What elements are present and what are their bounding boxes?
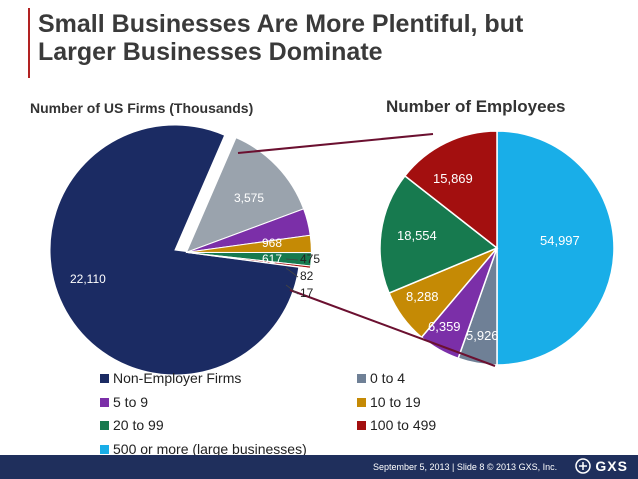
connector-bottom xyxy=(289,289,496,367)
employees-chart-title: Number of Employees xyxy=(386,97,566,116)
firms-slice-500-or-more-large-businesses xyxy=(186,251,311,270)
connector-top xyxy=(237,133,434,154)
gxs-logo: GXS xyxy=(575,458,628,474)
firms-label-0-to-4: 3,575 xyxy=(234,191,264,205)
page-title: Small Businesses Are More Plentiful, but… xyxy=(38,10,523,66)
firms-label-100-to-499: 82 xyxy=(300,269,314,283)
employees-slice-100-to-499 xyxy=(403,130,498,250)
firms-leader-line-2 xyxy=(285,284,299,295)
zoom-connectors xyxy=(237,133,496,367)
employees-label-100-to-499: 15,869 xyxy=(433,171,473,186)
firms-slice-0-to-4 xyxy=(185,137,305,254)
employees-slice-20-to-99 xyxy=(379,174,499,295)
firms-pie xyxy=(49,124,312,376)
employees-slice-500-or-more-large-businesses xyxy=(496,130,615,366)
firms-chart-title: Number of US Firms (Thousands) xyxy=(30,100,254,116)
firms-label-non-employer-firms: 22,110 xyxy=(70,272,106,286)
accent-bar xyxy=(28,8,30,78)
firms-label-20-to-99: 475 xyxy=(300,252,320,266)
employees-pie xyxy=(379,130,615,366)
footer-bar: September 5, 2013 | Slide 8 © 2013 GXS, … xyxy=(0,455,638,479)
pie-labels: 22,110 3,575 968 617 475 82 17 5,926 6,359 8,288 1… xyxy=(70,171,580,343)
gxs-brand-text: GXS xyxy=(595,458,628,474)
footer-date: September 5, 2013 | Slide 8 © 2013 GXS, … xyxy=(373,462,558,472)
firms-leader-line-0 xyxy=(285,258,299,261)
employees-label-0-to-4: 5,926 xyxy=(466,328,499,343)
firms-slice-non-employer-firms xyxy=(49,124,300,376)
employees-label-5-to-9: 6,359 xyxy=(428,319,461,334)
title-line-2: Larger Businesses Dominate xyxy=(38,38,383,66)
title-line-1: Small Businesses Are More Plentiful, but xyxy=(38,10,524,38)
employees-label-500-or-more-large-businesses: 54,997 xyxy=(540,233,580,248)
employees-label-10-to-19: 8,288 xyxy=(406,289,439,304)
employees-label-20-to-99: 18,554 xyxy=(397,228,437,243)
firms-label-5-to-9: 968 xyxy=(262,236,282,250)
firms-label-500-or-more-large-businesses: 17 xyxy=(300,286,314,300)
firms-leader-line-1 xyxy=(285,267,299,278)
firms-label-10-to-19: 617 xyxy=(262,252,282,266)
gxs-logo-icon xyxy=(575,458,592,474)
